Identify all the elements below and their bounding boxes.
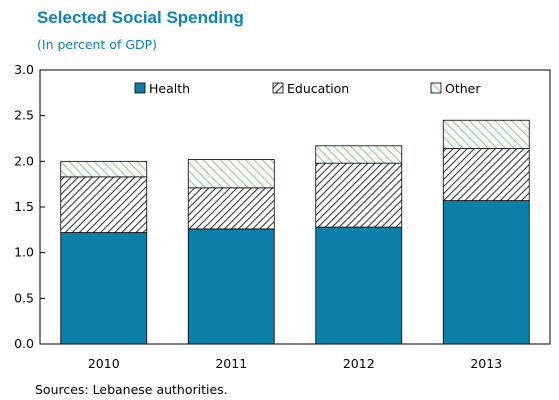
x-tick-label: 2013 bbox=[470, 356, 502, 371]
legend-label-health: Health bbox=[149, 81, 190, 96]
y-tick-label: 1.0 bbox=[14, 245, 34, 260]
legend-swatch-health bbox=[134, 82, 146, 94]
x-tick-label: 2012 bbox=[343, 356, 375, 371]
y-tick-label: 2.0 bbox=[14, 153, 34, 168]
y-tick-label: 3.0 bbox=[14, 62, 34, 77]
bar-health-2012 bbox=[315, 226, 403, 345]
source-note: Sources: Lebanese authorities. bbox=[35, 382, 228, 397]
bar-health-2013 bbox=[442, 200, 530, 345]
y-tick-label: 0.5 bbox=[14, 290, 34, 305]
bar-education-2013 bbox=[442, 148, 530, 202]
chart-title: Selected Social Spending bbox=[37, 8, 244, 27]
bar-education-2012 bbox=[315, 162, 403, 228]
bar-other-2010 bbox=[60, 160, 148, 178]
chart-subtitle: (In percent of GDP) bbox=[37, 37, 158, 52]
bar-health-2011 bbox=[187, 228, 275, 345]
y-tick-label: 2.5 bbox=[14, 108, 34, 123]
y-tick-label: 1.5 bbox=[14, 199, 34, 214]
x-tick-label: 2010 bbox=[88, 356, 120, 371]
bar-health-2010 bbox=[60, 232, 148, 345]
bar-education-2011 bbox=[187, 187, 275, 230]
bar-education-2010 bbox=[60, 176, 148, 233]
legend-swatch-other bbox=[430, 82, 442, 94]
legend-label-other: Other bbox=[445, 81, 481, 96]
x-tick-label: 2011 bbox=[215, 356, 247, 371]
y-tick-label: 0.0 bbox=[14, 336, 34, 351]
legend-swatch-education bbox=[272, 82, 284, 94]
bar-other-2011 bbox=[187, 159, 275, 189]
bar-other-2013 bbox=[442, 119, 530, 149]
bar-other-2012 bbox=[315, 145, 403, 164]
legend-label-education: Education bbox=[287, 81, 349, 96]
